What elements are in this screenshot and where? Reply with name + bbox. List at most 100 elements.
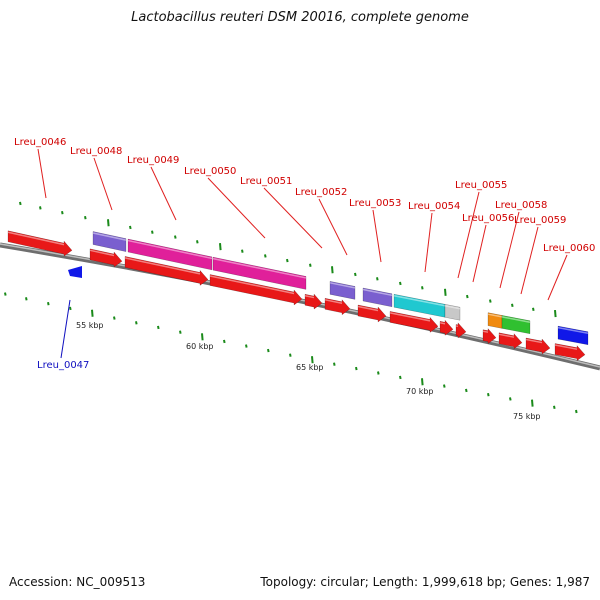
gene-label-lreu_0051[interactable]: Lreu_0051 <box>240 176 292 187</box>
gene-label-lreu_0053[interactable]: Lreu_0053 <box>349 198 401 209</box>
scale-label: 75 kbp <box>513 412 541 421</box>
forward-cds-6 <box>324 298 351 316</box>
forward-cds-4-shine <box>209 275 295 295</box>
tick-mark <box>174 235 177 239</box>
cog-feature-5-shine <box>362 288 393 297</box>
tick-mark <box>465 388 468 393</box>
tick-mark <box>509 397 512 401</box>
tick-mark <box>377 371 380 375</box>
tick-mark <box>399 375 402 380</box>
tick-mark <box>331 266 334 274</box>
gene-label-lreu_0047[interactable]: Lreu_0047 <box>37 360 89 371</box>
tick-mark <box>511 303 514 308</box>
tick-mark <box>113 316 116 320</box>
cog-feature-1-shine <box>92 232 127 241</box>
cog-feature-5 <box>362 287 393 308</box>
forward-cds-3-shine <box>124 257 201 275</box>
forward-cds-13 <box>525 337 551 355</box>
cog-feature-10-shine <box>557 326 589 334</box>
forward-cds-14 <box>554 343 586 362</box>
leader-line-lreu_0059 <box>520 226 539 295</box>
tick-mark <box>531 399 534 407</box>
gene-label-lreu_0052[interactable]: Lreu_0052 <box>295 187 347 198</box>
gene-label-lreu_0049[interactable]: Lreu_0049 <box>127 155 179 166</box>
tick-mark <box>376 277 379 281</box>
leader-line-lreu_0046 <box>37 148 47 199</box>
leader-line-lreu_0052 <box>318 198 348 256</box>
tick-mark <box>333 362 336 366</box>
forward-cds-2 <box>89 248 123 268</box>
forward-cds-2-shine <box>89 249 115 257</box>
cog-feature-3-shine <box>212 257 307 279</box>
scale-label: 55 kbp <box>76 321 104 330</box>
tick-mark <box>487 392 490 397</box>
gene-label-lreu_0046[interactable]: Lreu_0046 <box>14 137 66 148</box>
cog-feature-9-shine <box>501 316 531 323</box>
tick-marks <box>4 201 578 414</box>
leader-line-lreu_0060 <box>547 254 568 301</box>
tick-mark <box>19 201 22 206</box>
gene-label-lreu_0059[interactable]: Lreu_0059 <box>514 215 566 226</box>
gene-label-lreu_0048[interactable]: Lreu_0048 <box>70 146 122 157</box>
forward-cds-4 <box>209 274 303 306</box>
tick-mark <box>107 219 110 227</box>
reverse-cds-marker <box>68 266 82 278</box>
tick-mark <box>311 356 314 364</box>
tick-mark <box>466 294 469 299</box>
cog-feature-2 <box>127 238 213 271</box>
forward-cds-11 <box>482 328 497 345</box>
tick-mark <box>39 206 42 210</box>
tick-mark <box>157 325 160 330</box>
tick-mark <box>354 272 357 277</box>
forward-cds-12-shine <box>498 333 515 338</box>
scale-label: 70 kbp <box>406 387 434 396</box>
tick-mark <box>135 321 138 325</box>
cog-feature-6-shine <box>393 294 446 307</box>
cog-feature-10 <box>557 325 589 346</box>
leader-line-lreu_0056 <box>472 224 487 283</box>
cog-feature-7-shine <box>444 305 461 310</box>
tick-mark <box>219 243 222 251</box>
tick-mark <box>223 339 226 344</box>
tick-mark <box>84 216 87 220</box>
gene-features <box>7 230 589 362</box>
tick-mark <box>399 281 402 286</box>
tick-mark <box>553 405 556 410</box>
tick-mark <box>489 299 492 303</box>
forward-cds-10 <box>455 322 467 339</box>
tick-mark <box>179 330 182 334</box>
gene-label-lreu_0050[interactable]: Lreu_0050 <box>184 166 236 177</box>
tick-mark <box>443 384 446 388</box>
tick-mark <box>25 297 28 301</box>
tick-mark <box>421 378 424 386</box>
label-leader-lines <box>37 148 568 359</box>
tick-mark <box>241 249 244 253</box>
tick-mark <box>286 258 289 263</box>
forward-cds-3 <box>124 256 209 286</box>
tick-mark <box>554 309 557 318</box>
leader-line-lreu_0047 <box>60 299 71 359</box>
tick-mark <box>245 344 248 348</box>
accession-text: Accession: NC_009513 <box>9 575 146 589</box>
forward-cds-6-shine <box>324 299 343 304</box>
forward-cds-5-shine <box>304 294 315 299</box>
forward-cds-11-shine <box>482 330 489 333</box>
forward-cds-12 <box>498 332 523 350</box>
cog-feature-9 <box>501 315 531 335</box>
forward-cds-1-shine <box>7 231 65 246</box>
gene-label-lreu_0058[interactable]: Lreu_0058 <box>495 200 547 211</box>
gene-label-lreu_0056[interactable]: Lreu_0056 <box>462 213 514 224</box>
leader-line-lreu_0058 <box>499 211 520 289</box>
cog-feature-8 <box>487 312 503 329</box>
genome-backbone <box>0 242 600 371</box>
cog-feature-2-shine <box>127 239 213 260</box>
tick-mark <box>151 230 154 234</box>
forward-cds-14-shine <box>554 344 578 350</box>
gene-label-lreu_0054[interactable]: Lreu_0054 <box>408 201 460 212</box>
gene-label-lreu_0060[interactable]: Lreu_0060 <box>543 243 595 254</box>
tick-mark <box>91 309 94 317</box>
tick-mark <box>61 211 64 215</box>
gene-label-lreu_0055[interactable]: Lreu_0055 <box>455 180 507 191</box>
tick-mark <box>264 254 267 258</box>
